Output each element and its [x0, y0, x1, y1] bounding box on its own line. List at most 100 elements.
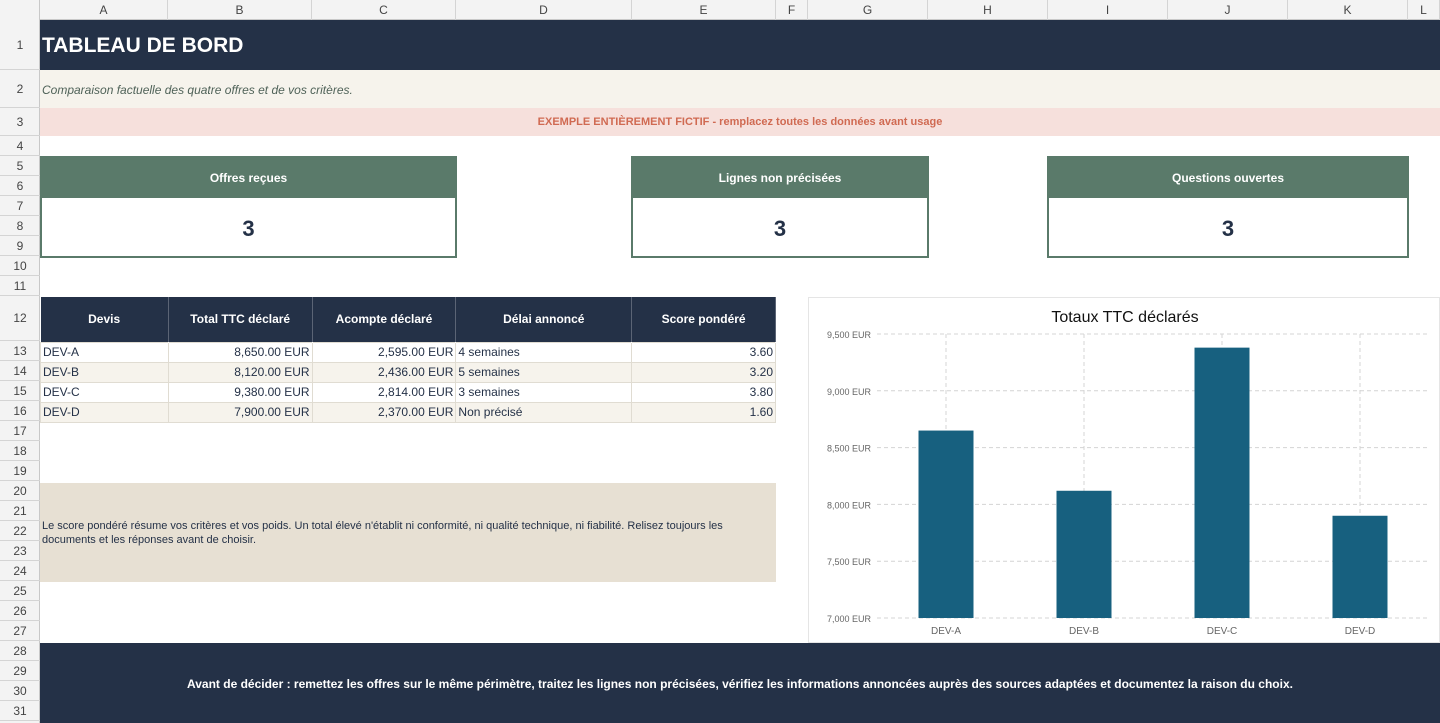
- cell-delai[interactable]: 4 semaines: [455, 341, 633, 363]
- chart-bar-dev-b[interactable]: [1056, 490, 1112, 618]
- cell-delai[interactable]: Non précisé: [455, 401, 633, 423]
- row-header-10[interactable]: 10: [0, 256, 40, 276]
- kpi-lignes-non-precisees[interactable]: Lignes non précisées 3: [631, 156, 929, 258]
- row-header-7[interactable]: 7: [0, 196, 40, 216]
- cell-total[interactable]: 7,900.00 EUR: [167, 401, 313, 423]
- cell-total[interactable]: 8,120.00 EUR: [167, 361, 313, 383]
- row-header-13[interactable]: 13: [0, 341, 40, 361]
- row-header-20[interactable]: 20: [0, 481, 40, 501]
- row-header-27[interactable]: 27: [0, 621, 40, 641]
- cell-total[interactable]: 8,650.00 EUR: [167, 341, 313, 363]
- chart-y-tick-label: 9,500 EUR: [827, 330, 872, 340]
- row-header-24[interactable]: 24: [0, 561, 40, 581]
- column-header-l[interactable]: L: [1408, 0, 1440, 20]
- totals-chart[interactable]: Totaux TTC déclarés 7,000 EUR 7,500 EUR 8,0…: [808, 297, 1440, 643]
- chart-y-tick-label: 7,000 EUR: [827, 614, 872, 624]
- column-header-c[interactable]: C: [312, 0, 456, 20]
- row-header-14[interactable]: 14: [0, 361, 40, 381]
- row-header-17[interactable]: 17: [0, 421, 40, 441]
- table-row: DEV-C 9,380.00 EUR 2,814.00 EUR 3 semain…: [40, 381, 776, 403]
- column-header-bar: [0, 0, 1440, 20]
- row-header-29[interactable]: 29: [0, 661, 40, 681]
- row-header-21[interactable]: 21: [0, 501, 40, 521]
- cell-total[interactable]: 9,380.00 EUR: [167, 381, 313, 403]
- row-header-3[interactable]: 3: [0, 108, 40, 136]
- header-acompte[interactable]: Acompte déclaré: [312, 297, 457, 342]
- cell-score[interactable]: 1.60: [631, 401, 776, 423]
- cell-delai[interactable]: 5 semaines: [455, 361, 633, 383]
- column-header-j[interactable]: J: [1168, 0, 1288, 20]
- chart-bar-dev-c[interactable]: [1194, 347, 1250, 618]
- row-header-28[interactable]: 28: [0, 641, 40, 661]
- column-header-i[interactable]: I: [1048, 0, 1168, 20]
- select-all-corner[interactable]: [0, 0, 40, 20]
- column-header-f[interactable]: F: [776, 0, 808, 20]
- row-header-4[interactable]: 4: [0, 136, 40, 156]
- column-header-a[interactable]: A: [40, 0, 168, 20]
- header-devis[interactable]: Devis: [40, 297, 169, 342]
- row-header-1[interactable]: 1: [0, 20, 40, 70]
- cell-acompte[interactable]: 2,595.00 EUR: [311, 341, 457, 363]
- row-header-31[interactable]: 31: [0, 701, 40, 721]
- chart-y-tick-label: 7,500 EUR: [827, 557, 872, 567]
- column-header-g[interactable]: G: [808, 0, 928, 20]
- row-header-9[interactable]: 9: [0, 236, 40, 256]
- kpi-label: Questions ouvertes: [1049, 158, 1407, 198]
- score-note[interactable]: Le score pondéré résume vos critères et …: [40, 483, 776, 582]
- row-header-11[interactable]: 11: [0, 276, 40, 296]
- warning-text: EXEMPLE ENTIÈREMENT FICTIF - remplacez t…: [537, 116, 943, 128]
- cell-delai[interactable]: 3 semaines: [455, 381, 633, 403]
- footer-banner[interactable]: Avant de décider : remettez les offres s…: [40, 643, 1440, 723]
- header-score[interactable]: Score pondéré: [631, 297, 776, 342]
- table-row: DEV-B 8,120.00 EUR 2,436.00 EUR 5 semain…: [40, 361, 776, 383]
- cell-score[interactable]: 3.80: [631, 381, 776, 403]
- chart-y-tick-label: 8,500 EUR: [827, 444, 872, 454]
- row-header-8[interactable]: 8: [0, 216, 40, 236]
- subtitle-row[interactable]: Comparaison factuelle des quatre offres …: [40, 70, 1440, 108]
- title-banner[interactable]: TABLEAU DE BORD: [40, 20, 1440, 70]
- kpi-label: Lignes non précisées: [633, 158, 927, 198]
- row-header-15[interactable]: 15: [0, 381, 40, 401]
- row-header-25[interactable]: 25: [0, 581, 40, 601]
- column-header-h[interactable]: H: [928, 0, 1048, 20]
- row-header-12[interactable]: 12: [0, 296, 40, 341]
- cell-acompte[interactable]: 2,436.00 EUR: [311, 361, 457, 383]
- row-header-5[interactable]: 5: [0, 156, 40, 176]
- row-header-26[interactable]: 26: [0, 601, 40, 621]
- cell-devis[interactable]: DEV-D: [40, 401, 169, 423]
- row-header-30[interactable]: 30: [0, 681, 40, 701]
- cell-devis[interactable]: DEV-C: [40, 381, 169, 403]
- row-header-2[interactable]: 2: [0, 70, 40, 108]
- score-note-text: Le score pondéré résume vos critères et …: [42, 520, 723, 546]
- footer-text: Avant de décider : remettez les offres s…: [187, 677, 1293, 691]
- row-header-22[interactable]: 22: [0, 521, 40, 541]
- row-header-16[interactable]: 16: [0, 401, 40, 421]
- cell-acompte[interactable]: 2,370.00 EUR: [311, 401, 457, 423]
- column-header-b[interactable]: B: [168, 0, 312, 20]
- row-header-bar: [0, 20, 40, 723]
- header-total-ttc[interactable]: Total TTC déclaré: [168, 297, 313, 342]
- kpi-questions-ouvertes[interactable]: Questions ouvertes 3: [1047, 156, 1409, 258]
- row-header-18[interactable]: 18: [0, 441, 40, 461]
- kpi-value: 3: [242, 216, 255, 241]
- cell-score[interactable]: 3.20: [631, 361, 776, 383]
- cell-devis[interactable]: DEV-B: [40, 361, 169, 383]
- header-delai[interactable]: Délai annoncé: [455, 297, 633, 342]
- column-header-e[interactable]: E: [632, 0, 776, 20]
- row-header-19[interactable]: 19: [0, 461, 40, 481]
- kpi-offres-recues[interactable]: Offres reçues 3: [40, 156, 457, 258]
- cell-acompte[interactable]: 2,814.00 EUR: [311, 381, 457, 403]
- cell-devis[interactable]: DEV-A: [40, 341, 169, 363]
- kpi-label: Offres reçues: [42, 158, 455, 198]
- column-header-k[interactable]: K: [1288, 0, 1408, 20]
- cell-score[interactable]: 3.60: [631, 341, 776, 363]
- column-header-d[interactable]: D: [456, 0, 632, 20]
- row-header-6[interactable]: 6: [0, 176, 40, 196]
- chart-x-tick-label: DEV-A: [931, 626, 961, 637]
- chart-bar-dev-d[interactable]: [1332, 515, 1388, 618]
- kpi-value: 3: [773, 216, 787, 241]
- warning-row[interactable]: EXEMPLE ENTIÈREMENT FICTIF - remplacez t…: [40, 108, 1440, 136]
- chart-bar-dev-a[interactable]: [918, 430, 974, 618]
- devis-table: Devis Total TTC déclaré Acompte déclaré …: [40, 297, 776, 423]
- row-header-23[interactable]: 23: [0, 541, 40, 561]
